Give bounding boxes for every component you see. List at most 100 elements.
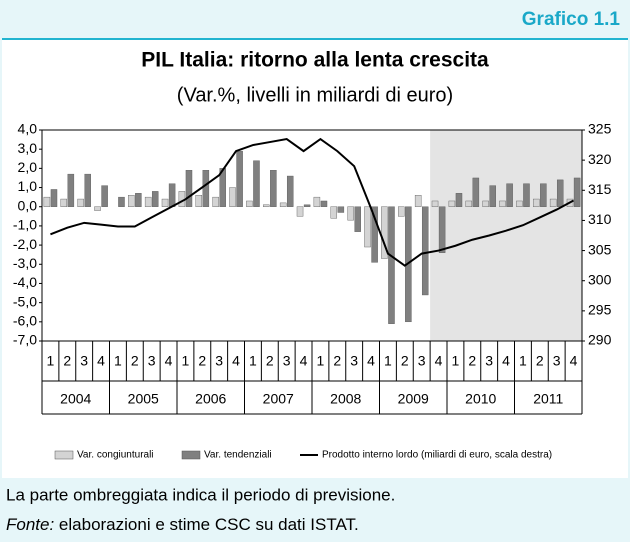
x-tick-label: 2 bbox=[401, 353, 409, 369]
y-tick-label: -1,0 bbox=[13, 217, 37, 233]
bar bbox=[212, 196, 219, 207]
chart-title: PIL Italia: ritorno alla lenta crescita bbox=[141, 49, 489, 72]
bar bbox=[135, 193, 142, 207]
legend-swatch bbox=[54, 450, 74, 460]
x-tick-label: 4 bbox=[367, 353, 375, 369]
bar bbox=[499, 200, 506, 207]
source: Fonte: elaborazioni e stime CSC su dati … bbox=[6, 515, 359, 534]
x-tick-label: 1 bbox=[114, 353, 122, 369]
x-tick-label: 2 bbox=[198, 353, 206, 369]
bar bbox=[101, 185, 108, 207]
bar bbox=[296, 206, 304, 217]
x-tick-label: 2 bbox=[468, 353, 476, 369]
bar bbox=[118, 196, 125, 207]
bar bbox=[246, 200, 253, 207]
bar bbox=[398, 206, 405, 217]
chart-subtitle: (Var.%, livelli in miliardi di euro) bbox=[177, 84, 453, 106]
x-tick-label: 1 bbox=[182, 353, 190, 369]
bar bbox=[219, 168, 226, 207]
x-tick-label: 1 bbox=[384, 353, 392, 369]
y-tick-label: 2,0 bbox=[18, 159, 38, 175]
x-tick-label: 3 bbox=[148, 353, 156, 369]
x-tick-label: 4 bbox=[97, 353, 105, 369]
year-label: 2004 bbox=[60, 391, 91, 407]
x-tick-label: 4 bbox=[300, 353, 308, 369]
bar bbox=[151, 191, 159, 207]
bar bbox=[279, 202, 287, 207]
bar bbox=[270, 170, 277, 207]
bar bbox=[482, 200, 489, 207]
y-tick-label: 1,0 bbox=[18, 178, 38, 194]
bar bbox=[263, 204, 270, 207]
y-tick-label: 4,0 bbox=[18, 121, 38, 137]
bar bbox=[472, 177, 480, 207]
legend-swatch bbox=[181, 450, 201, 460]
y-tick-label: 3,0 bbox=[18, 140, 38, 156]
bar bbox=[60, 198, 68, 207]
bar bbox=[144, 196, 152, 207]
bar bbox=[448, 200, 456, 207]
y2-tick-label: 305 bbox=[588, 241, 612, 257]
bar bbox=[229, 187, 236, 207]
note: La parte ombreggiata indica il periodo d… bbox=[6, 485, 395, 504]
year-label: 2011 bbox=[533, 391, 563, 407]
y-tick-label: -2,0 bbox=[13, 236, 37, 252]
bar bbox=[388, 206, 395, 324]
x-tick-label: 3 bbox=[553, 353, 561, 369]
bar bbox=[94, 206, 101, 211]
bar bbox=[556, 179, 564, 207]
bar bbox=[303, 204, 311, 207]
bar bbox=[431, 200, 439, 207]
bar bbox=[506, 183, 513, 207]
x-tick-label: 4 bbox=[165, 353, 173, 369]
y2-tick-label: 295 bbox=[588, 302, 612, 318]
legend-label: Var. tendenziali bbox=[204, 450, 272, 461]
y2-tick-label: 300 bbox=[588, 271, 612, 287]
x-tick-label: 3 bbox=[485, 353, 493, 369]
x-tick-label: 4 bbox=[502, 353, 510, 369]
y-tick-label: -6,0 bbox=[13, 313, 37, 329]
x-tick-label: 3 bbox=[418, 353, 426, 369]
legend-label: Var. congiunturali bbox=[77, 450, 154, 461]
bar bbox=[161, 198, 169, 207]
bar bbox=[421, 206, 429, 296]
y2-tick-label: 315 bbox=[588, 181, 612, 197]
year-label: 2010 bbox=[465, 391, 496, 407]
year-label: 2008 bbox=[330, 391, 361, 407]
y2-tick-label: 325 bbox=[588, 121, 612, 137]
y-tick-label: -4,0 bbox=[13, 274, 37, 290]
bar bbox=[523, 183, 530, 207]
bar bbox=[77, 198, 84, 207]
year-label: 2007 bbox=[263, 391, 294, 407]
bar bbox=[354, 206, 361, 232]
y-tick-label: -5,0 bbox=[13, 293, 37, 309]
bar bbox=[347, 206, 354, 221]
x-tick-label: 1 bbox=[317, 353, 325, 369]
bar bbox=[533, 198, 540, 207]
bar bbox=[465, 200, 473, 207]
bar bbox=[330, 206, 338, 219]
x-tick-label: 2 bbox=[333, 353, 341, 369]
bar bbox=[320, 200, 328, 207]
x-tick-label: 2 bbox=[536, 353, 544, 369]
source-label: Fonte: bbox=[6, 515, 54, 534]
bar bbox=[381, 206, 388, 259]
forecast-shade bbox=[430, 130, 582, 341]
legend-label: Prodotto interno lordo (miliardi di euro… bbox=[322, 450, 552, 461]
header: Grafico 1.1 bbox=[522, 9, 621, 30]
x-tick-label: 4 bbox=[570, 353, 578, 369]
y-tick-label: -7,0 bbox=[13, 332, 37, 348]
x-tick-label: 4 bbox=[232, 353, 240, 369]
plot: 4,0 3,0 2,0 1,0 0,0 -1,0 -2,0 -3,0 -4,0 -5,0 -6,0 -… bbox=[13, 121, 612, 461]
bar bbox=[67, 173, 75, 207]
bar bbox=[128, 195, 135, 207]
x-tick-label: 3 bbox=[215, 353, 223, 369]
year-label: 2005 bbox=[128, 391, 159, 407]
line-series bbox=[50, 137, 575, 267]
y-tick-label: -3,0 bbox=[13, 255, 37, 271]
bar bbox=[540, 183, 547, 207]
bar bbox=[253, 160, 260, 207]
x-tick-label: 2 bbox=[131, 353, 139, 369]
